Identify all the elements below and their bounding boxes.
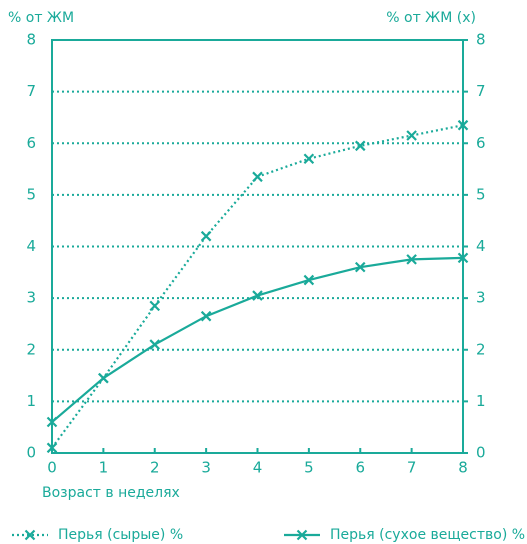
- marker: [46, 416, 58, 428]
- marker: [252, 171, 263, 183]
- x-tick-label: 4: [253, 459, 263, 477]
- marker: [354, 140, 366, 152]
- y2-tick-label: 6: [476, 134, 486, 152]
- legend-marker: [24, 529, 36, 541]
- marker: [149, 300, 161, 312]
- y2-tick-label: 2: [476, 340, 486, 358]
- y2-tick-label: 1: [476, 392, 486, 410]
- y2-tick-label: 8: [476, 31, 486, 49]
- y2-axis-label: % от ЖМ (x): [386, 10, 476, 26]
- series-line: [51, 256, 464, 423]
- x-tick-label: 7: [407, 459, 417, 477]
- marker: [457, 252, 469, 264]
- y-tick-label: 8: [26, 31, 36, 49]
- marker: [303, 153, 315, 165]
- marker: [46, 442, 58, 454]
- y-tick-label: 2: [26, 340, 36, 358]
- x-tick-label: 3: [201, 459, 211, 477]
- y-tick-label: 0: [26, 444, 36, 462]
- x-tick-label: 5: [304, 459, 314, 477]
- y-tick-label: 6: [26, 134, 36, 152]
- legend-marker: [296, 529, 308, 541]
- y-tick-label: 5: [26, 185, 36, 203]
- y-tick-label: 7: [26, 82, 36, 100]
- marker: [98, 372, 109, 384]
- x-tick-label: 8: [458, 459, 468, 477]
- series-line: [51, 124, 464, 449]
- marker: [252, 290, 263, 301]
- y2-tick-label: 3: [476, 289, 486, 307]
- y2-tick-label: 4: [476, 237, 486, 255]
- y-tick-label: 4: [26, 237, 36, 255]
- x-axis-label: Возраст в неделях: [42, 485, 180, 501]
- y-tick-label: 3: [26, 289, 36, 307]
- marker: [200, 230, 212, 242]
- plot-frame: [51, 39, 464, 454]
- marker: [303, 274, 315, 286]
- y2-tick-label: 7: [476, 82, 486, 100]
- marker: [457, 119, 469, 131]
- marker: [200, 310, 212, 322]
- x-tick-label: 2: [150, 459, 160, 477]
- legend-label: Перья (сухое вещество) %: [330, 527, 525, 543]
- marker: [406, 130, 417, 141]
- x-tick-label: 0: [47, 459, 57, 477]
- y2-tick-label: 0: [476, 444, 486, 462]
- y-axis-label: % от ЖМ: [8, 10, 74, 26]
- x-tick-label: 1: [99, 459, 109, 477]
- marker: [354, 261, 366, 273]
- y-tick-label: 1: [26, 392, 36, 410]
- legend-label: Перья (сырые) %: [58, 527, 183, 543]
- y2-tick-label: 5: [476, 185, 486, 203]
- marker: [149, 339, 161, 350]
- marker: [406, 254, 417, 265]
- x-tick-label: 6: [355, 459, 365, 477]
